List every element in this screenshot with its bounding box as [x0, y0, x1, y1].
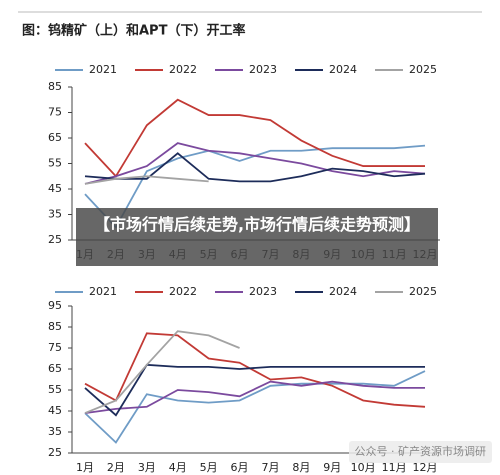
series-line: [84, 152, 426, 183]
series-line: [84, 175, 209, 185]
banner: 【市场行情后续走势,市场行情后续走势预测】: [76, 208, 438, 266]
x-tick-label: 12月: [413, 461, 438, 474]
x-tick-label: 4月: [169, 461, 187, 474]
y-tick-label: 25: [48, 446, 62, 459]
y-tick-label: 85: [48, 80, 62, 93]
x-tick-label: 8月: [292, 461, 310, 474]
y-tick-label: 45: [48, 182, 62, 195]
legend-label: 2025: [409, 285, 437, 298]
y-tick-label: 85: [48, 320, 62, 333]
legend-label: 2024: [329, 63, 357, 76]
legend-label: 2021: [89, 63, 117, 76]
y-tick-label: 55: [48, 383, 62, 396]
watermark: 公众号 · 矿产资源市场调研: [348, 441, 492, 463]
y-tick-label: 75: [48, 341, 62, 354]
y-tick-label: 65: [48, 362, 62, 375]
legend-label: 2022: [169, 285, 197, 298]
series-line: [84, 380, 425, 414]
series-line: [84, 330, 240, 414]
legend-label: 2023: [249, 285, 277, 298]
series-line: [84, 363, 425, 417]
y-tick-label: 45: [48, 404, 62, 417]
x-tick-label: 5月: [200, 461, 218, 474]
x-tick-label: 11月: [382, 461, 407, 474]
page-title: 图：钨精矿（上）和APT（下）开工率: [22, 23, 245, 39]
x-tick-label: 1月: [76, 461, 94, 474]
y-tick-label: 95: [48, 299, 62, 312]
legend-label: 2022: [169, 63, 197, 76]
x-tick-label: 2月: [107, 461, 125, 474]
series-line: [84, 332, 426, 408]
legend-label: 2025: [409, 63, 437, 76]
legend-label: 2021: [89, 285, 117, 298]
y-tick-label: 55: [48, 157, 62, 170]
x-tick-label: 10月: [351, 461, 376, 474]
legend-label: 2024: [329, 285, 357, 298]
x-tick-label: 6月: [231, 461, 249, 474]
x-tick-label: 3月: [138, 461, 156, 474]
y-tick-label: 75: [48, 106, 62, 119]
y-tick-label: 25: [48, 233, 62, 246]
series-line: [84, 370, 426, 444]
series-line: [84, 98, 425, 178]
legend-label: 2023: [249, 63, 277, 76]
y-tick-label: 35: [48, 208, 62, 221]
x-tick-label: 9月: [323, 461, 341, 474]
y-tick-label: 35: [48, 425, 62, 438]
y-tick-label: 65: [48, 131, 62, 144]
series-line: [84, 142, 426, 185]
x-tick-label: 7月: [261, 461, 279, 474]
